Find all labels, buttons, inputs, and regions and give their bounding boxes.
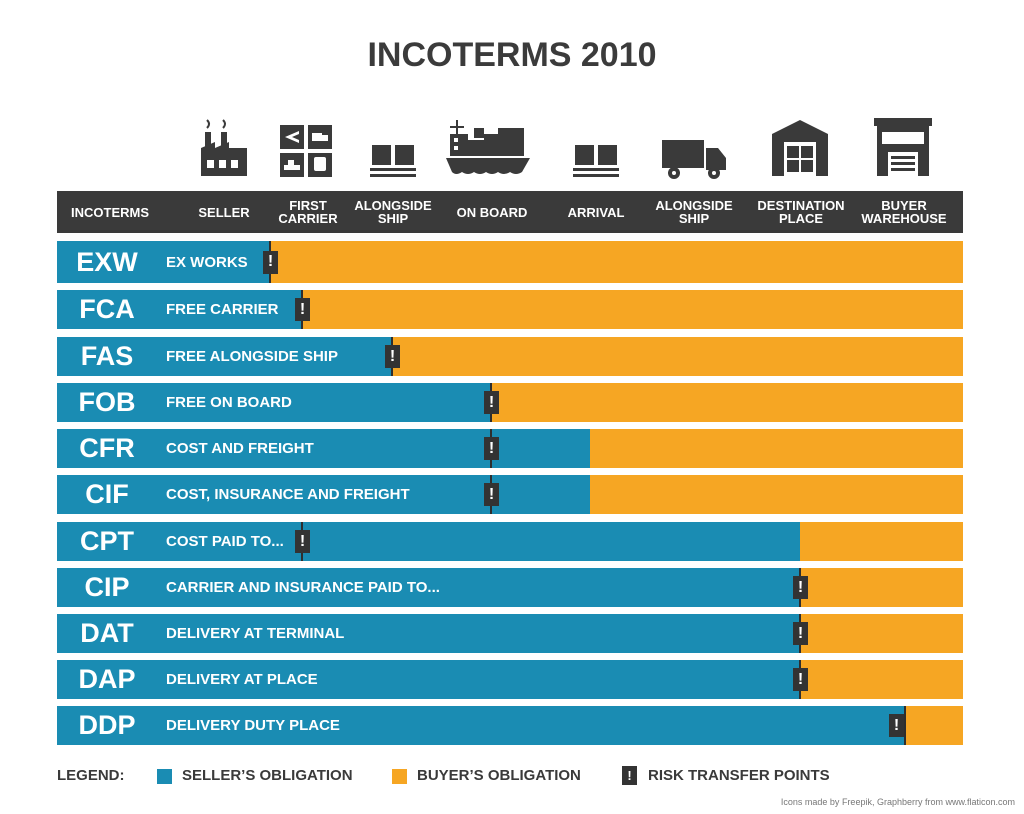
seller-obligation-bar [57,475,590,514]
seller-obligation-bar [57,660,800,699]
legend-seller: SELLER’S OBLIGATION [182,767,353,784]
truck-icon [662,140,726,179]
column-on-board: ON BOARD [456,204,528,220]
legend-buyer: BUYER’S OBLIGATION [417,767,581,784]
incoterm-name: DELIVERY DUTY PLACE [166,717,340,734]
transport-modes-icon [280,125,332,177]
column-seller: SELLER [198,204,250,220]
incoterm-name: FREE CARRIER [166,301,279,318]
legend-risk: RISK TRANSFER POINTS [648,767,830,784]
column-arrival: ARRIVAL [567,204,625,220]
seller-obligation-bar [57,614,800,653]
incoterm-row-fob: FOB FREE ON BOARD! [57,383,963,422]
incoterm-code: FCA [79,294,135,324]
pallet-boxes-icon [370,145,416,177]
incoterm-row-fca: FCA FREE CARRIER! [57,290,963,329]
risk-transfer-point-icon: ! [263,250,278,274]
incoterm-row-cif: CIF COST, INSURANCE AND FREIGHT! [57,475,963,514]
incoterm-name: COST AND FREIGHT [166,440,314,457]
risk-transfer-point-icon: ! [295,298,310,321]
risk-transfer-point-icon: ! [295,530,310,553]
cargo-ship-icon [446,120,530,174]
column-alongside-ship-destination: ALONGSIDE SHIP [655,198,733,226]
seller-obligation-bar [57,290,302,329]
seller-obligation-bar [57,429,590,468]
incoterm-code: DAT [80,618,134,648]
risk-transfer-point-icon: ! [793,668,808,691]
column-first-carrier: FIRST CARRIER [278,198,338,226]
factory-icon [201,119,247,176]
icon-credit: Icons made by Freepik, Graphberry from w… [780,797,1015,807]
seller-obligation-bar [57,568,800,607]
incoterm-row-cpt: CPT COST PAID TO...! [57,522,963,561]
incoterm-row-cip: CIP CARRIER AND INSURANCE PAID TO...! [57,568,963,607]
risk-transfer-line [904,706,906,745]
incoterm-row-fas: FAS FREE ALONGSIDE SHIP! [57,337,963,376]
incoterm-code: DAP [78,664,136,694]
incoterm-name: COST, INSURANCE AND FREIGHT [166,486,410,503]
incoterm-name: FREE ALONGSIDE SHIP [166,348,338,365]
incoterm-name: FREE ON BOARD [166,394,292,411]
seller-obligation-bar [57,522,800,561]
legend-risk-icon: ! [622,766,637,785]
incoterm-name: EX WORKS [166,253,248,271]
incoterm-code: CFR [79,433,135,463]
warehouse-icon [772,120,828,176]
incoterm-code: EXW [76,246,138,277]
column-header-bar: INCOTERMS SELLER FIRST CARRIER ALONGSIDE… [57,191,963,233]
incoterm-code: CIP [84,572,130,602]
incoterm-row-cfr: CFR COST AND FREIGHT! [57,429,963,468]
column-incoterms: INCOTERMS [71,204,149,220]
risk-transfer-point-icon: ! [484,437,499,460]
incoterm-code: FAS [80,341,134,371]
risk-transfer-point-icon: ! [385,345,400,368]
incoterm-row-dat: DAT DELIVERY AT TERMINAL! [57,614,963,653]
incoterm-row-exw: EXW EX WORKS! [57,241,963,283]
column-alongside-ship: ALONGSIDE SHIP [354,198,432,226]
risk-transfer-point-icon: ! [889,714,904,737]
risk-transfer-point-icon: ! [793,576,808,599]
seller-obligation-bar [57,337,392,376]
legend-label: LEGEND: [57,767,125,784]
incoterm-name: DELIVERY AT TERMINAL [166,625,345,642]
seller-obligation-bar [57,241,270,283]
column-destination-place: DESTINATION PLACE [757,198,845,226]
legend-buyer-swatch [392,769,407,784]
incoterm-row-dap: DAP DELIVERY AT PLACE! [57,660,963,699]
risk-transfer-point-icon: ! [484,483,499,506]
seller-obligation-bar [57,383,491,422]
incoterm-name: COST PAID TO... [166,533,284,550]
incoterm-code: FOB [78,387,136,417]
building-icon [874,118,932,176]
incoterm-name: CARRIER AND INSURANCE PAID TO... [166,579,440,596]
legend-seller-swatch [157,769,172,784]
pallet-boxes-icon [573,145,619,177]
risk-transfer-point-icon: ! [793,622,808,645]
column-buyer-warehouse: BUYER WAREHOUSE [861,198,947,226]
incoterm-code: DDP [78,710,136,740]
incoterm-name: DELIVERY AT PLACE [166,671,318,688]
incoterm-row-ddp: DDP DELIVERY DUTY PLACE! [57,706,963,745]
page-title: INCOTERMS 2010 [367,36,657,74]
risk-transfer-point-icon: ! [484,391,499,414]
incoterm-code: CPT [80,526,134,556]
incoterm-code: CIF [85,479,129,509]
seller-obligation-bar [57,706,905,745]
